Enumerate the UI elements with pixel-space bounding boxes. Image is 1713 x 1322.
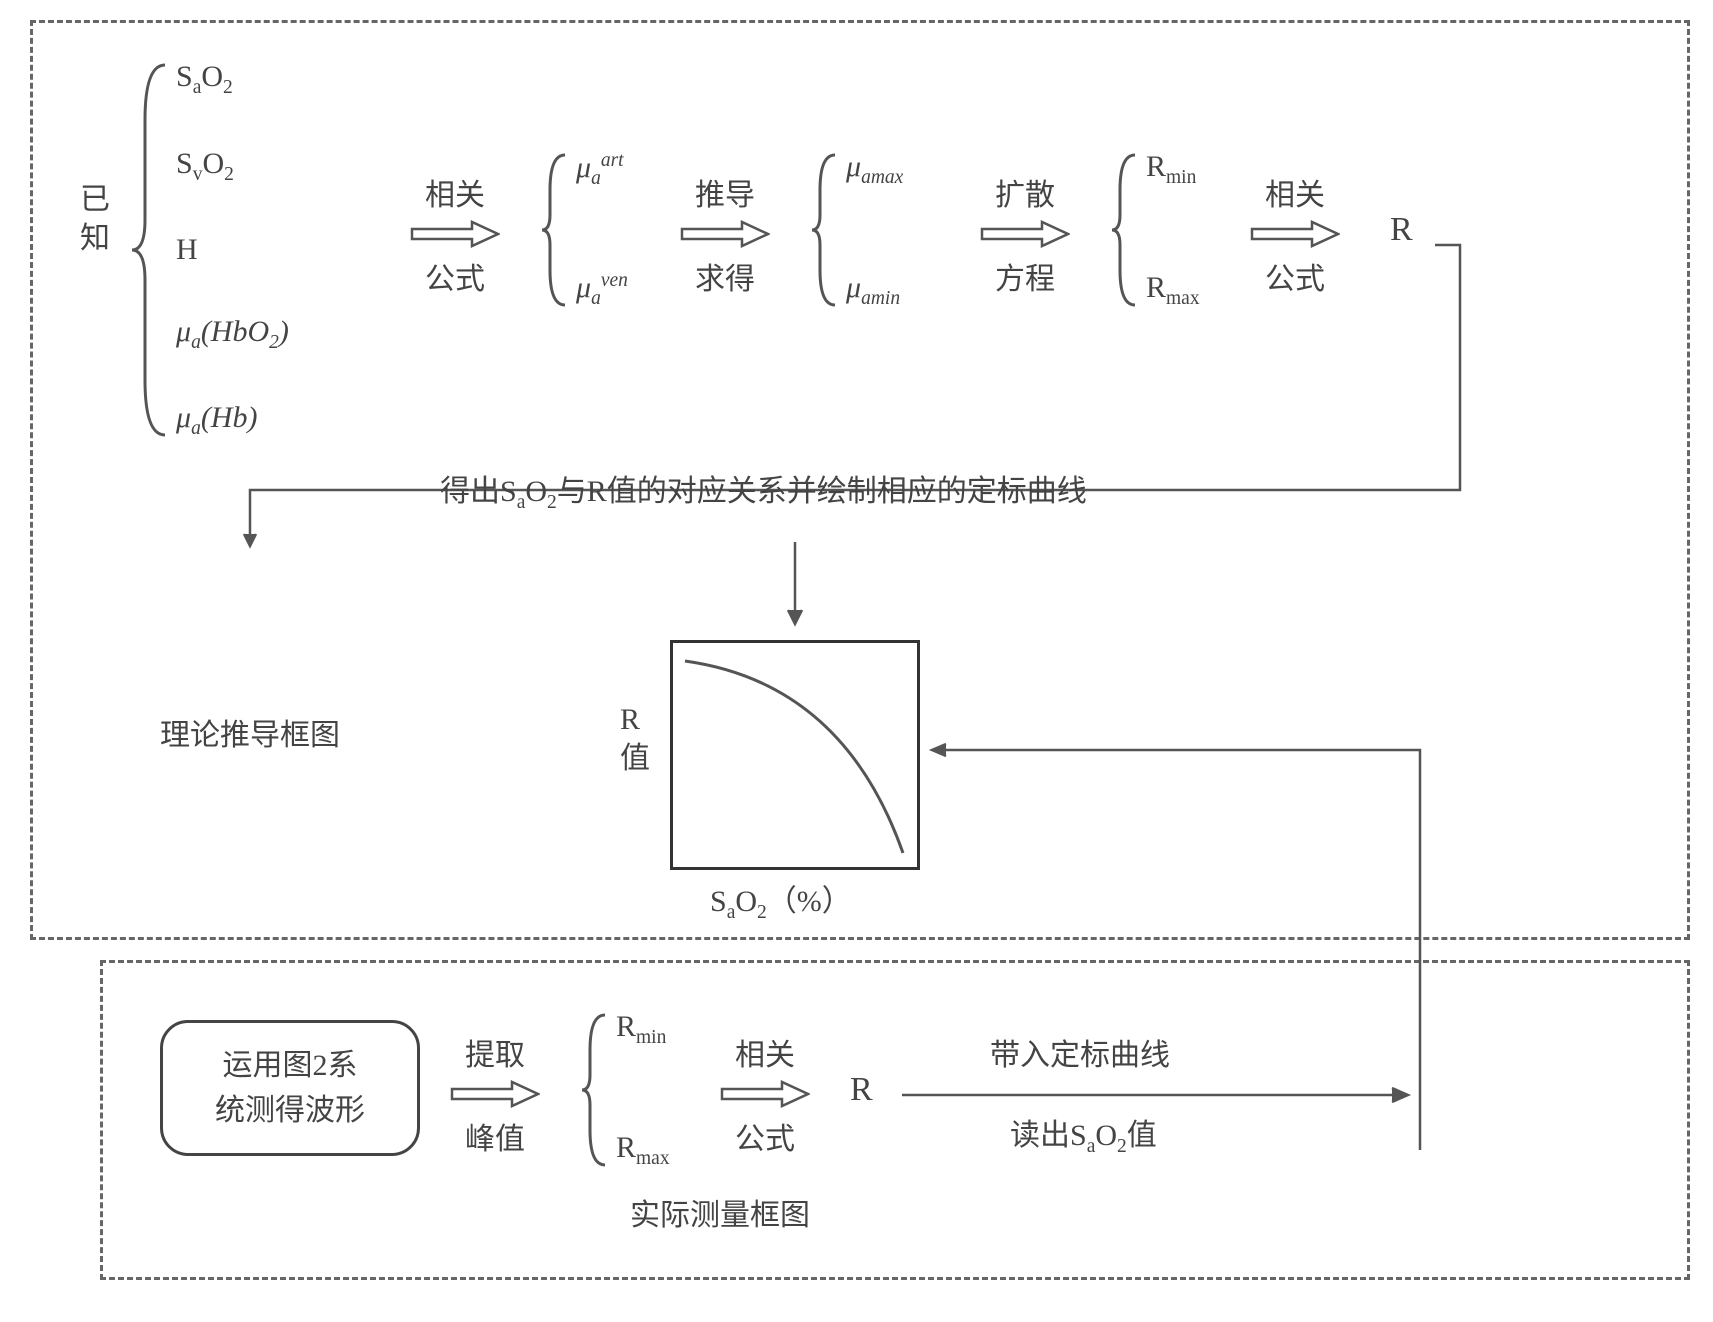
known-item: SvO2 bbox=[176, 147, 289, 186]
hollow-arrow-icon bbox=[450, 1080, 540, 1108]
group2-item: μaart bbox=[576, 150, 628, 190]
arrow-label-top: 相关 bbox=[425, 170, 485, 214]
conclusion-text: 得出SaO2与R值的对应关系并绘制相应的定标曲线 bbox=[440, 466, 1087, 514]
theory-caption: 理论推导框图 bbox=[160, 710, 340, 754]
arrow-label-top: 相关 bbox=[1265, 170, 1325, 214]
arrow-label-top: 推导 bbox=[695, 170, 755, 214]
known-item: SaO2 bbox=[176, 60, 289, 99]
calibration-chart bbox=[670, 640, 920, 870]
chart-curve bbox=[673, 643, 917, 867]
long-arrow-b3 bbox=[900, 1080, 1420, 1110]
chart-y-label: R值 bbox=[620, 700, 654, 778]
groupb1-bracket: Rmin Rmax bbox=[580, 1010, 670, 1170]
group3-item: μamax bbox=[846, 150, 903, 189]
groupb1-item: Rmax bbox=[616, 1131, 670, 1170]
stepb2-arrow: 相关 公式 bbox=[720, 1030, 810, 1158]
arrow-label-top: 相关 bbox=[735, 1030, 795, 1074]
stepb3-bottom: 读出SaO2值 bbox=[1010, 1110, 1157, 1158]
mid-R: R bbox=[850, 1070, 873, 1111]
arrow-label-top: 扩散 bbox=[995, 170, 1055, 214]
diagram-root: 已知 SaO2 SvO2 H μa(HbO2) μa(Hb) 相关 公式 μaa… bbox=[20, 20, 1700, 1300]
hollow-arrow-icon bbox=[720, 1080, 810, 1108]
arrow-down-to-chart bbox=[780, 540, 810, 630]
measurement-caption: 实际测量框图 bbox=[630, 1190, 810, 1234]
arrow-label-bottom: 峰值 bbox=[465, 1114, 525, 1158]
groupb1-item: Rmin bbox=[616, 1010, 670, 1049]
chart-x-label: SaO2（%） bbox=[710, 876, 852, 924]
brace-icon bbox=[130, 60, 170, 440]
arrow-label-bottom: 公式 bbox=[735, 1114, 795, 1158]
stepb3-top: 带入定标曲线 bbox=[990, 1030, 1170, 1074]
arrow-label-top: 提取 bbox=[465, 1030, 525, 1074]
brace-icon bbox=[580, 1010, 610, 1170]
group4-item: Rmin bbox=[1146, 150, 1200, 189]
source-box: 运用图2系统测得波形 bbox=[160, 1020, 420, 1156]
stepb1-arrow: 提取 峰值 bbox=[450, 1030, 540, 1158]
known-label: 已知 bbox=[80, 180, 114, 258]
